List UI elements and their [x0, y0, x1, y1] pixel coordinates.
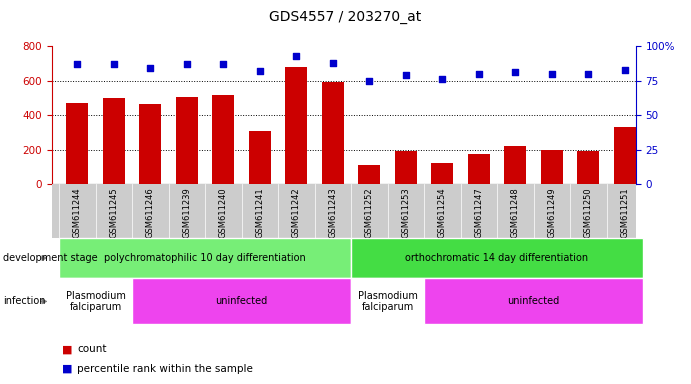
Bar [614, 127, 636, 184]
Bar [285, 67, 307, 184]
Bar [103, 98, 125, 184]
Bar [351, 278, 424, 324]
Text: ■: ■ [62, 364, 73, 374]
Text: uninfected: uninfected [216, 296, 267, 306]
Bar [359, 165, 380, 184]
Point [619, 66, 630, 73]
Point [108, 61, 120, 67]
Bar [176, 97, 198, 184]
Text: GSM611246: GSM611246 [146, 187, 155, 238]
Text: GSM611241: GSM611241 [256, 187, 265, 238]
Point [72, 61, 83, 67]
Bar [395, 152, 417, 184]
Text: percentile rank within the sample: percentile rank within the sample [77, 364, 254, 374]
Bar [424, 278, 643, 324]
Bar [351, 238, 643, 278]
Point [547, 71, 558, 77]
Text: GSM611248: GSM611248 [511, 187, 520, 238]
Point [583, 71, 594, 77]
Text: GSM611252: GSM611252 [365, 187, 374, 238]
Point [218, 61, 229, 67]
Bar [59, 278, 132, 324]
Bar [431, 163, 453, 184]
Text: infection: infection [3, 296, 46, 306]
Text: uninfected: uninfected [507, 296, 560, 306]
Text: Plasmodium
falciparum: Plasmodium falciparum [358, 291, 417, 312]
Bar [66, 103, 88, 184]
Text: ■: ■ [62, 344, 73, 354]
Text: development stage: development stage [3, 253, 98, 263]
Text: GSM611249: GSM611249 [547, 187, 556, 238]
Bar [132, 278, 351, 324]
Bar [468, 154, 490, 184]
Bar [504, 146, 527, 184]
Text: GSM611242: GSM611242 [292, 187, 301, 238]
Bar [59, 238, 351, 278]
Text: GSM611247: GSM611247 [474, 187, 483, 238]
Text: GSM611239: GSM611239 [182, 187, 191, 238]
Bar [577, 151, 599, 184]
Text: GSM611240: GSM611240 [219, 187, 228, 238]
Bar [212, 95, 234, 184]
Bar [249, 131, 271, 184]
Text: GDS4557 / 203270_at: GDS4557 / 203270_at [269, 10, 422, 23]
Bar [140, 104, 161, 184]
Point [363, 78, 375, 84]
Point [510, 69, 521, 75]
Text: count: count [77, 344, 107, 354]
Text: GSM611253: GSM611253 [401, 187, 410, 238]
Bar [541, 150, 562, 184]
Point [328, 60, 339, 66]
Bar [322, 83, 343, 184]
Point [473, 71, 484, 77]
Point [145, 65, 156, 71]
Text: GSM611245: GSM611245 [109, 187, 118, 238]
Text: orthochromatic 14 day differentiation: orthochromatic 14 day differentiation [406, 253, 589, 263]
Text: GSM611250: GSM611250 [584, 187, 593, 238]
Text: GSM611251: GSM611251 [621, 187, 630, 238]
Text: polychromatophilic 10 day differentiation: polychromatophilic 10 day differentiatio… [104, 253, 306, 263]
Point [291, 53, 302, 59]
Point [181, 61, 192, 67]
Text: GSM611254: GSM611254 [438, 187, 447, 238]
Point [400, 72, 411, 78]
Text: GSM611244: GSM611244 [73, 187, 82, 238]
Text: GSM611243: GSM611243 [328, 187, 337, 238]
Point [254, 68, 265, 74]
Point [437, 76, 448, 82]
Text: Plasmodium
falciparum: Plasmodium falciparum [66, 291, 126, 312]
